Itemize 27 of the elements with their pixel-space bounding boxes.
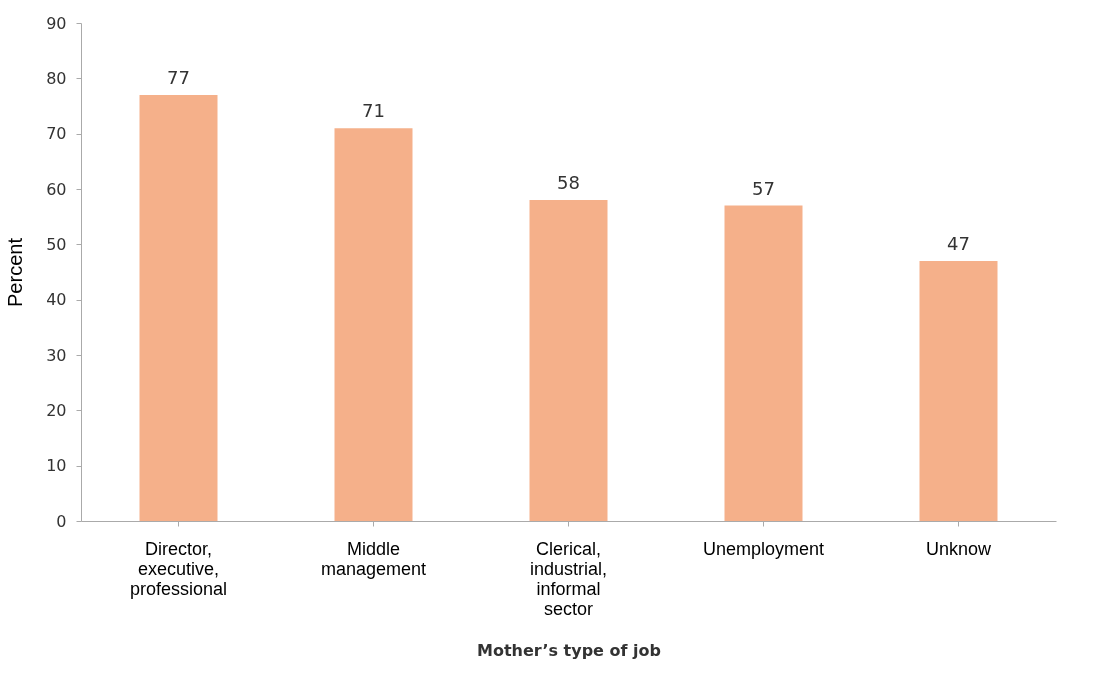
y-tick-label: 30: [46, 345, 67, 365]
y-tick-label: 60: [46, 179, 67, 199]
bar: [919, 260, 998, 521]
y-axis-title: Percent: [4, 237, 27, 307]
data-label: 58: [557, 172, 580, 194]
y-tick-label: 10: [46, 456, 67, 476]
y-tick-label: 80: [46, 68, 67, 88]
bar: [334, 128, 413, 521]
y-tick-label: 70: [46, 124, 67, 144]
x-axis-title: Mother’s type of job: [477, 640, 661, 660]
y-tick-label: 0: [56, 511, 67, 531]
data-label: 57: [752, 177, 775, 199]
data-label: 47: [947, 232, 970, 254]
bar: [529, 200, 608, 521]
y-tick-label: 90: [46, 13, 67, 33]
y-tick-label: 20: [46, 400, 67, 420]
bar: [724, 205, 803, 521]
y-tick-label: 50: [46, 234, 67, 254]
x-tick-label: Clerical, industrial, informal sector: [529, 538, 608, 619]
x-tick-label: Unknow: [925, 538, 993, 559]
data-label: 71: [362, 100, 385, 122]
bar: [139, 94, 218, 521]
x-tick-label: Middle management: [320, 538, 427, 579]
x-tick-label: Unemployment: [702, 538, 825, 559]
y-tick-label: 40: [46, 290, 67, 310]
x-tick-label: Director, executive, professional: [129, 538, 228, 599]
data-label: 77: [167, 66, 190, 88]
